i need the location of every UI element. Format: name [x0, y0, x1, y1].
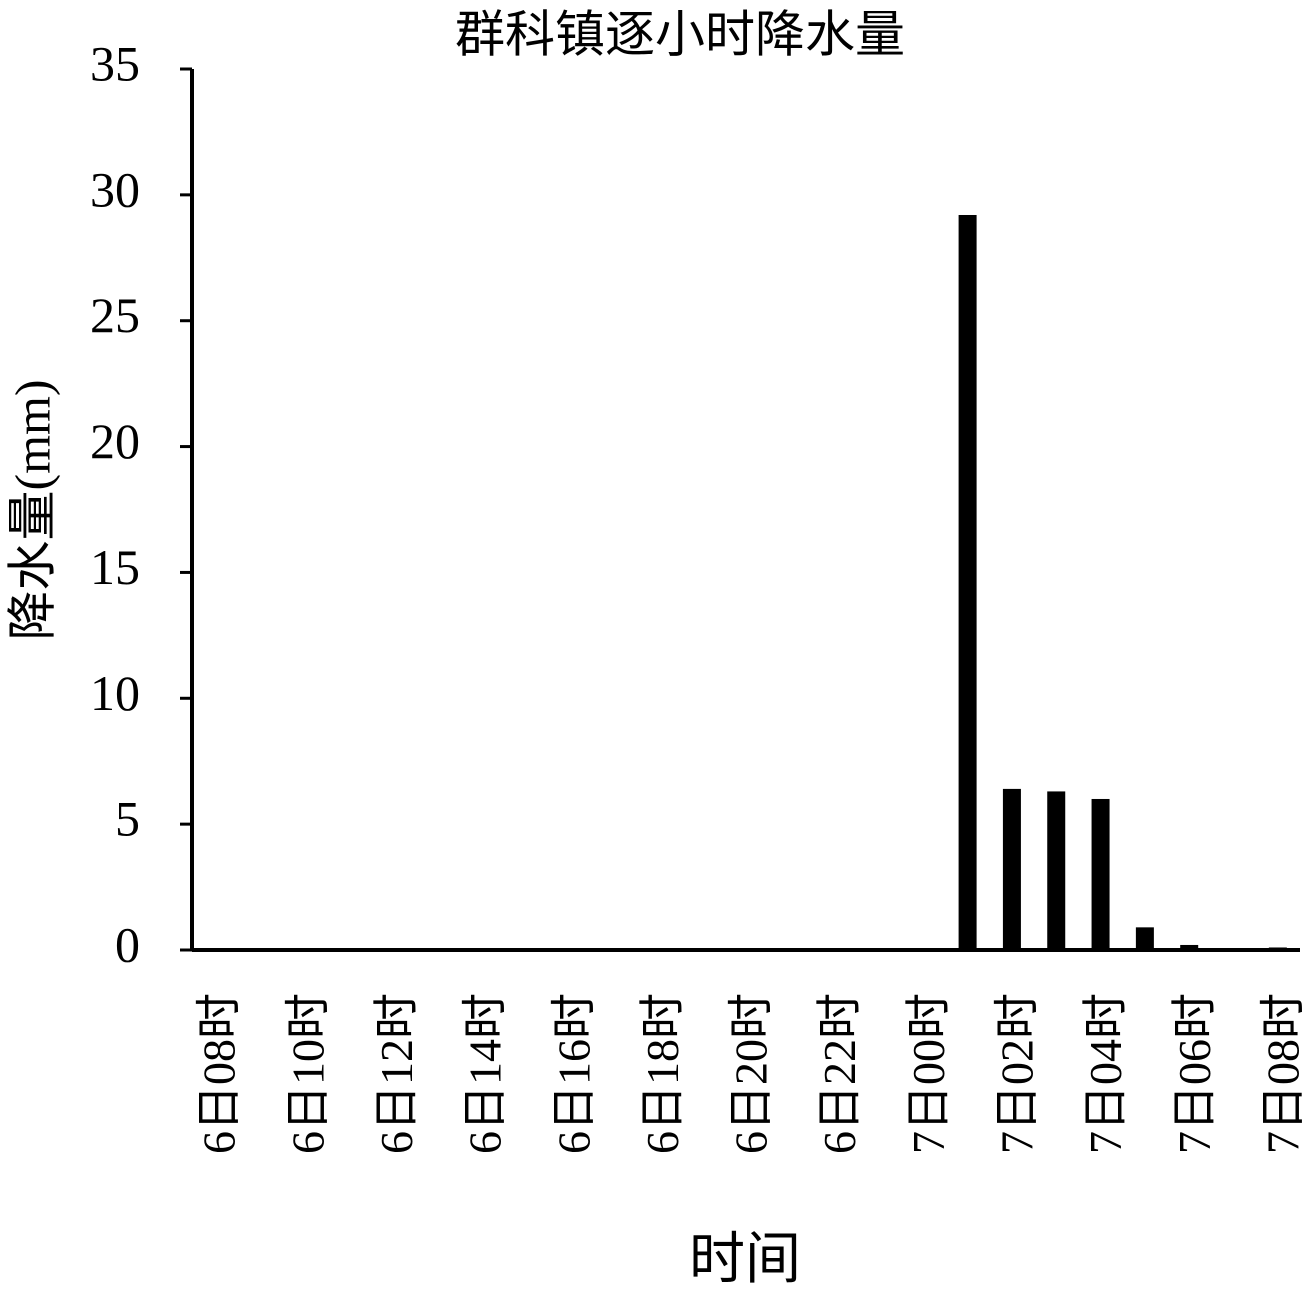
bar [958, 214, 977, 951]
y-tick-label: 15 [90, 539, 140, 595]
bar [1002, 788, 1021, 950]
y-axis-label: 降水量(mm) [4, 379, 60, 640]
x-tick-label: 6日10时 [282, 993, 333, 1154]
x-tick-label: 6日18时 [637, 993, 688, 1154]
y-tick-label: 30 [90, 161, 140, 217]
x-tick-label: 6日08时 [194, 993, 245, 1154]
chart-title: 群科镇逐小时降水量 [455, 6, 905, 62]
x-tick-label: 6日20时 [726, 993, 777, 1154]
y-tick-label: 25 [90, 287, 140, 343]
x-axis-label: 时间 [689, 1229, 801, 1291]
bar [1135, 927, 1154, 950]
x-tick-label: 7日02时 [991, 993, 1042, 1154]
bar [1047, 791, 1066, 950]
bar [1268, 947, 1287, 950]
x-tick-label: 6日22时 [814, 993, 865, 1154]
y-tick-label: 20 [90, 413, 140, 469]
y-tick-label: 0 [115, 916, 140, 972]
bar [1091, 798, 1110, 950]
x-tick-label: 7日08时 [1257, 993, 1308, 1154]
x-tick-label: 7日04时 [1080, 993, 1131, 1154]
x-tick-label: 6日14时 [460, 993, 511, 1154]
bar [1180, 944, 1199, 950]
y-tick-label: 10 [90, 665, 140, 721]
x-tick-label: 7日06时 [1169, 993, 1220, 1154]
x-tick-label: 6日16时 [548, 993, 599, 1154]
x-tick-label: 7日00时 [903, 993, 954, 1154]
x-tick-label: 6日12时 [371, 993, 422, 1154]
y-tick-label: 5 [115, 791, 140, 847]
y-tick-label: 35 [90, 35, 140, 91]
